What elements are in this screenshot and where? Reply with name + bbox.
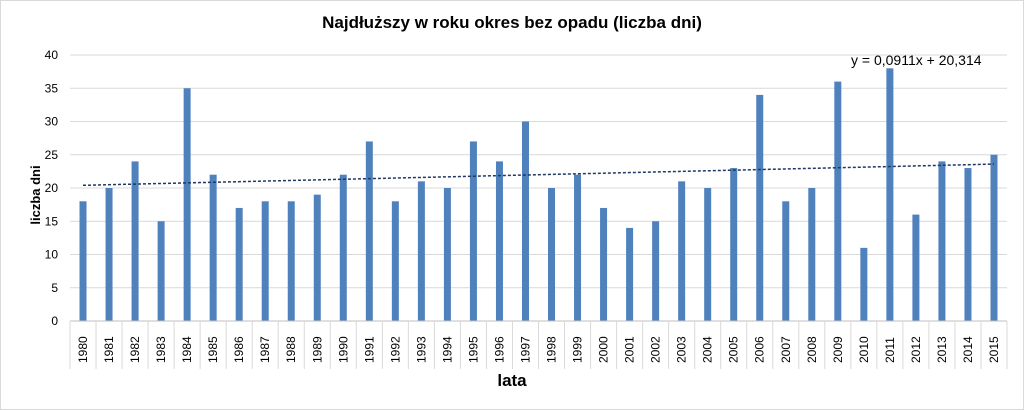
x-tick-label: 2015 (987, 336, 1001, 363)
x-tick-label: 1986 (232, 336, 246, 363)
trendline-line (82, 163, 995, 187)
bar-1996 (495, 161, 503, 321)
gridlines (70, 54, 1007, 289)
x-tick-label: 1997 (518, 336, 532, 363)
y-tick-label: 25 (45, 148, 59, 162)
x-tick-label: 2009 (831, 336, 845, 363)
x-tick-label: 2012 (909, 336, 923, 363)
bar-2013 (938, 161, 946, 321)
y-axis-title: liczba dni (28, 165, 43, 225)
y-tick-label: 0 (51, 314, 58, 328)
y-tick-label: 5 (51, 281, 58, 295)
x-tick-labels: 1980 1981 1982 1983 1984 1985 1986 1987 1988 1989… (76, 336, 1001, 363)
x-tick-label: 2000 (597, 336, 611, 363)
chart-title: Najdłuższy w roku okres bez opadu (liczb… (322, 13, 702, 32)
x-tick-label: 1991 (362, 336, 376, 363)
bar-1998 (548, 188, 556, 321)
x-tick-label: 1981 (102, 336, 116, 363)
bar-2011 (886, 68, 894, 321)
trendline-equation: y = 0,0911x + 20,314 (851, 52, 982, 68)
bar-2005 (730, 168, 738, 321)
x-tick-label: 1983 (154, 336, 168, 363)
x-tick-label: 2011 (883, 337, 897, 363)
bar-1983 (157, 221, 165, 321)
x-tick-label: 1988 (284, 336, 298, 363)
bar-1980 (79, 201, 87, 321)
x-tick-label: 2006 (753, 336, 767, 363)
bar-1987 (261, 201, 269, 321)
x-tick-label: 1985 (206, 336, 220, 363)
bar-2006 (756, 94, 764, 322)
trendline (82, 163, 995, 187)
x-tick-label: 2010 (857, 336, 871, 363)
bar-2010 (860, 247, 868, 321)
x-tick-label: 1992 (388, 336, 402, 363)
x-tick-label: 1998 (545, 336, 559, 363)
x-tick-label: 1984 (180, 336, 194, 363)
bar-1994 (443, 188, 451, 321)
x-tick-label: 1996 (492, 336, 506, 363)
x-tick-label: 1995 (466, 336, 480, 363)
bar-1985 (209, 174, 217, 321)
x-tick-label: 1990 (336, 336, 350, 363)
bar-1982 (131, 161, 139, 321)
x-tick-label: 1994 (440, 336, 454, 363)
bar-1989 (313, 194, 321, 321)
x-tick-label: 1982 (128, 336, 142, 363)
bar-1984 (183, 88, 191, 321)
bar-1981 (105, 188, 113, 321)
bar-1993 (417, 181, 425, 321)
bar-1992 (391, 201, 399, 321)
x-tick-label: 1993 (414, 336, 428, 363)
bar-2007 (782, 201, 790, 321)
y-tick-label: 40 (45, 48, 59, 62)
x-tick-label: 2004 (701, 336, 715, 363)
bar-2008 (808, 188, 816, 321)
x-tick-label: 1980 (76, 336, 90, 363)
bar-2012 (912, 214, 920, 321)
y-tick-label: 35 (45, 81, 59, 95)
x-tick-label: 1987 (258, 336, 272, 363)
x-axis-title: lata (497, 371, 527, 390)
y-tick-label: 20 (45, 181, 59, 195)
bar-2003 (678, 181, 686, 321)
bar-1991 (365, 141, 373, 321)
bar-2015 (990, 154, 998, 321)
bar-1988 (287, 201, 295, 321)
x-tick-label: 2003 (675, 336, 689, 363)
x-tick-label: 2005 (727, 336, 741, 363)
bar-series (79, 68, 998, 322)
x-tick-label: 2008 (805, 336, 819, 363)
x-tick-label: 2001 (623, 336, 637, 363)
bar-1986 (235, 207, 243, 321)
y-tick-label: 30 (45, 115, 59, 129)
bar-2014 (964, 168, 972, 321)
bar-1995 (469, 141, 477, 321)
y-tick-labels: 0 5 10 15 20 25 30 35 40 (45, 48, 59, 328)
x-tick-label: 2013 (935, 336, 949, 363)
bar-2000 (600, 207, 608, 321)
y-tick-label: 15 (45, 214, 59, 228)
bar-1997 (521, 121, 529, 321)
bar-2009 (834, 81, 842, 321)
bar-2001 (626, 227, 634, 321)
bar-2002 (652, 221, 660, 321)
x-tick-label: 2014 (961, 336, 975, 363)
bar-1999 (574, 174, 582, 321)
x-tick-label: 2007 (779, 336, 793, 363)
axes (69, 320, 1008, 369)
bar-1990 (339, 174, 347, 321)
x-tick-label: 2002 (649, 336, 663, 363)
x-tick-label: 1989 (310, 336, 324, 363)
x-tick-label: 1999 (571, 336, 585, 363)
y-tick-label: 10 (45, 248, 59, 262)
bar-2004 (704, 188, 712, 321)
